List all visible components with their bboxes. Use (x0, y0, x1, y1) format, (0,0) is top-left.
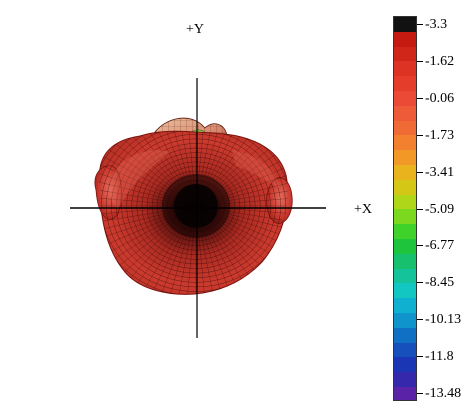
color-scale-segment (394, 372, 416, 387)
tick-mark (417, 171, 423, 173)
tick-mark (417, 208, 423, 210)
color-scale-segment (394, 386, 416, 400)
color-scale-segment (394, 31, 416, 47)
tick-mark (417, 356, 423, 358)
color-scale-tick: -13.48 (417, 385, 475, 403)
tick-label: -13.48 (425, 386, 462, 401)
tick-label: -0.06 (425, 90, 455, 106)
color-scale-tick: -8.45 (417, 274, 475, 292)
color-scale-segment (394, 342, 416, 358)
color-scale-tick: -10.13 (417, 311, 475, 329)
tick-label: -3.3 (425, 17, 448, 32)
tick-label: -8.45 (425, 275, 455, 291)
color-scale-bar (393, 16, 417, 401)
color-scale-tick: -1.62 (417, 53, 475, 71)
color-scale-tick: -11.8 (417, 348, 475, 366)
color-scale-ticks: -3.3 -1.62 -0.06 -1.73 -3.41 -5.09 -6.77 -8.45 -… (417, 16, 475, 401)
tick-mark (417, 245, 423, 247)
color-scale-segment (394, 150, 416, 165)
color-scale-tick: -0.06 (417, 90, 475, 108)
color-scale-segment (394, 312, 416, 328)
pattern-right-lobe (266, 177, 293, 224)
color-scale-segment (394, 105, 416, 121)
color-scale-segment (394, 17, 416, 32)
tick-mark (417, 134, 423, 136)
tick-mark (417, 319, 423, 321)
color-scale-segment (394, 61, 416, 77)
color-scale-tick: -3.3 (417, 16, 475, 34)
tick-label: -1.62 (425, 53, 455, 69)
pattern-surface (94, 117, 293, 295)
color-scale-segment (394, 357, 416, 373)
x-axis-label: +X (354, 202, 373, 217)
tick-label: -10.13 (425, 312, 462, 328)
color-scale-segment (394, 209, 416, 225)
tick-mark (417, 24, 423, 25)
color-scale-segment (394, 268, 416, 284)
color-scale-segment (394, 224, 416, 239)
color-scale-segment (394, 283, 416, 299)
color-scale-segment (394, 120, 416, 136)
tick-label: -1.73 (425, 127, 455, 143)
pattern-highlight-right (232, 150, 280, 188)
color-scale-segment (394, 298, 416, 313)
color-scale-tick: -1.73 (417, 127, 475, 145)
tick-mark (417, 282, 423, 284)
tick-label: -11.8 (425, 349, 454, 365)
color-scale-tick: -6.77 (417, 237, 475, 255)
tick-mark (417, 393, 423, 394)
tick-label: -6.77 (425, 238, 455, 254)
color-scale-tick: -3.41 (417, 164, 475, 182)
pattern-highlight (110, 150, 170, 210)
color-scale-segment (394, 179, 416, 195)
color-scale-segment (394, 238, 416, 254)
color-scale-segment (394, 253, 416, 269)
color-scale-segment (394, 327, 416, 343)
tick-label: -3.41 (425, 164, 455, 180)
pattern-null-halo (162, 174, 230, 238)
color-scale-tick: -5.09 (417, 201, 475, 219)
color-scale-segment (394, 46, 416, 62)
tick-mark (417, 97, 423, 99)
color-scale-segment (394, 194, 416, 210)
pattern-null-core (174, 184, 218, 228)
tick-mark (417, 60, 423, 62)
color-scale-segment (394, 76, 416, 91)
tick-label: -5.09 (425, 201, 455, 217)
color-scale-segment (394, 135, 416, 151)
color-scale-segment (394, 90, 416, 106)
y-axis-label: +Y (186, 22, 205, 37)
color-scale-segment (394, 164, 416, 180)
